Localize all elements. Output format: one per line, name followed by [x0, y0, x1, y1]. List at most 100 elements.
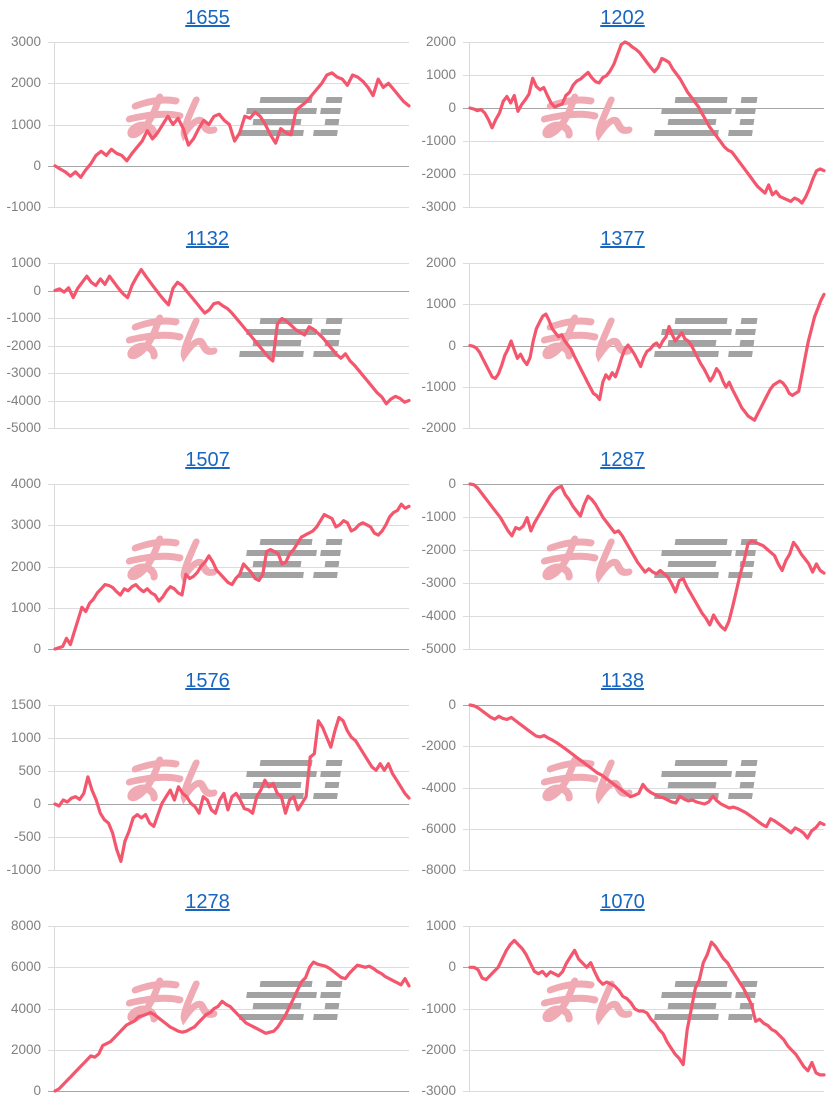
y-tick-label: 2000 — [10, 558, 41, 574]
y-tick-label: 1000 — [425, 918, 456, 933]
chart-cell: 1278 8000 6000 4000 2000 0 — [0, 884, 415, 1105]
chart-cell: 1132 1000 0 -1000 -2000 -3000 -4000 -5000 — [0, 221, 415, 442]
zero-gridline — [48, 165, 409, 167]
gridline — [463, 428, 824, 429]
y-axis-labels: 2000 1000 0 -1000 -2000 — [415, 255, 461, 435]
gridline — [48, 837, 409, 838]
y-tick-label: -1000 — [6, 862, 41, 877]
y-tick-label: -2000 — [6, 337, 41, 353]
y-tick-label: 2000 — [425, 255, 456, 270]
chart-title-link[interactable]: 1576 — [185, 670, 230, 692]
y-axis-labels: 1500 1000 500 0 -500 -1000 — [0, 697, 46, 877]
gridline — [48, 263, 409, 264]
y-tick-label: -2000 — [421, 1041, 456, 1057]
y-axis-labels: 8000 6000 4000 2000 0 — [0, 918, 46, 1098]
gridline — [48, 525, 409, 527]
y-tick-label: -5000 — [421, 641, 456, 656]
minrepo-watermark-icon — [125, 977, 343, 1026]
y-tick-label: 1500 — [10, 697, 41, 712]
zero-gridline — [463, 108, 824, 109]
chart-title-link[interactable]: 1070 — [600, 891, 645, 913]
zero-gridline — [463, 345, 824, 347]
gridline — [463, 583, 824, 584]
gridline — [463, 174, 824, 175]
gridline — [48, 83, 409, 85]
plot-area — [48, 926, 411, 1093]
y-tick-label: 0 — [33, 641, 41, 656]
y-tick-label: -6000 — [421, 820, 456, 836]
y-tick-label: -1000 — [421, 133, 456, 148]
line-series — [53, 960, 411, 1093]
chart-title-row: 1287 — [415, 449, 830, 472]
gridline — [463, 926, 824, 927]
plot-area — [463, 703, 826, 871]
gridline — [463, 649, 824, 650]
y-tick-label: -1000 — [421, 509, 456, 524]
y-axis-labels: 0 -2000 -4000 -6000 -8000 — [415, 697, 461, 877]
zero-gridline — [48, 1091, 409, 1092]
line-series — [53, 267, 411, 406]
y-tick-label: -8000 — [421, 862, 456, 877]
chart-title-row: 1576 — [0, 670, 415, 693]
gridline — [48, 428, 409, 429]
gridline — [48, 738, 409, 739]
minrepo-watermark-icon — [125, 93, 343, 142]
y-tick-label: 0 — [33, 1083, 41, 1098]
y-tick-label: -1000 — [6, 310, 41, 325]
plot-area — [48, 42, 411, 208]
chart-title-link[interactable]: 1202 — [600, 7, 645, 29]
line-series — [468, 292, 826, 422]
y-tick-label: 2000 — [425, 34, 456, 49]
gridline — [48, 771, 409, 772]
y-tick-label: 0 — [448, 337, 456, 353]
zero-gridline — [463, 967, 824, 969]
chart-title-link[interactable]: 1655 — [185, 7, 230, 29]
plot-area — [463, 263, 826, 429]
gridline — [48, 42, 409, 43]
plot-area — [463, 926, 826, 1092]
gridline — [48, 566, 409, 568]
line-series — [468, 482, 826, 632]
gridline — [463, 42, 824, 43]
gridline — [48, 1008, 409, 1010]
line-series — [468, 938, 826, 1077]
chart-title-link[interactable]: 1377 — [600, 228, 645, 250]
y-tick-label: 3000 — [10, 517, 41, 533]
zero-gridline — [463, 705, 824, 706]
gridline — [48, 207, 409, 208]
y-tick-label: 2000 — [10, 1041, 41, 1057]
y-axis-labels: 1000 0 -1000 -2000 -3000 -4000 -5000 — [0, 255, 46, 435]
chart-title-link[interactable]: 1138 — [600, 670, 644, 692]
y-tick-label: 1000 — [10, 730, 41, 745]
gridline — [48, 870, 409, 871]
y-tick-label: 0 — [448, 476, 456, 491]
chart-title-row: 1655 — [0, 7, 415, 30]
plot-area — [463, 482, 826, 650]
y-tick-label: -1000 — [421, 1000, 456, 1016]
chart-title-row: 1202 — [415, 7, 830, 30]
gridline — [48, 705, 409, 706]
gridline — [463, 207, 824, 208]
gridline — [463, 828, 824, 830]
y-tick-label: -4000 — [6, 392, 41, 408]
y-axis-labels: 4000 3000 2000 1000 0 — [0, 476, 46, 656]
y-axis-labels: 1000 0 -1000 -2000 -3000 — [415, 918, 461, 1098]
gridline — [463, 517, 824, 518]
y-tick-label: -2000 — [421, 542, 456, 557]
chart-title-link[interactable]: 1507 — [185, 449, 230, 471]
line-series — [53, 71, 411, 179]
chart-title-link[interactable]: 1132 — [185, 228, 229, 250]
y-tick-label: 4000 — [10, 476, 41, 491]
y-tick-label: 500 — [18, 763, 41, 778]
chart-title-row: 1278 — [0, 891, 415, 914]
chart-cell: 1070 1000 0 -1000 -2000 -3000 — [415, 884, 830, 1105]
chart-title-link[interactable]: 1287 — [600, 449, 645, 471]
chart-cell: 1377 2000 1000 0 -1000 -2000 — [415, 221, 830, 442]
y-tick-label: -3000 — [421, 575, 456, 590]
gridline — [463, 75, 824, 76]
chart-cell: 1576 1500 1000 500 0 -500 -1000 — [0, 663, 415, 884]
chart-cell: 1138 0 -2000 -4000 -6000 -8000 — [415, 663, 830, 884]
chart-title-link[interactable]: 1278 — [185, 891, 230, 913]
y-tick-label: 0 — [448, 959, 456, 975]
